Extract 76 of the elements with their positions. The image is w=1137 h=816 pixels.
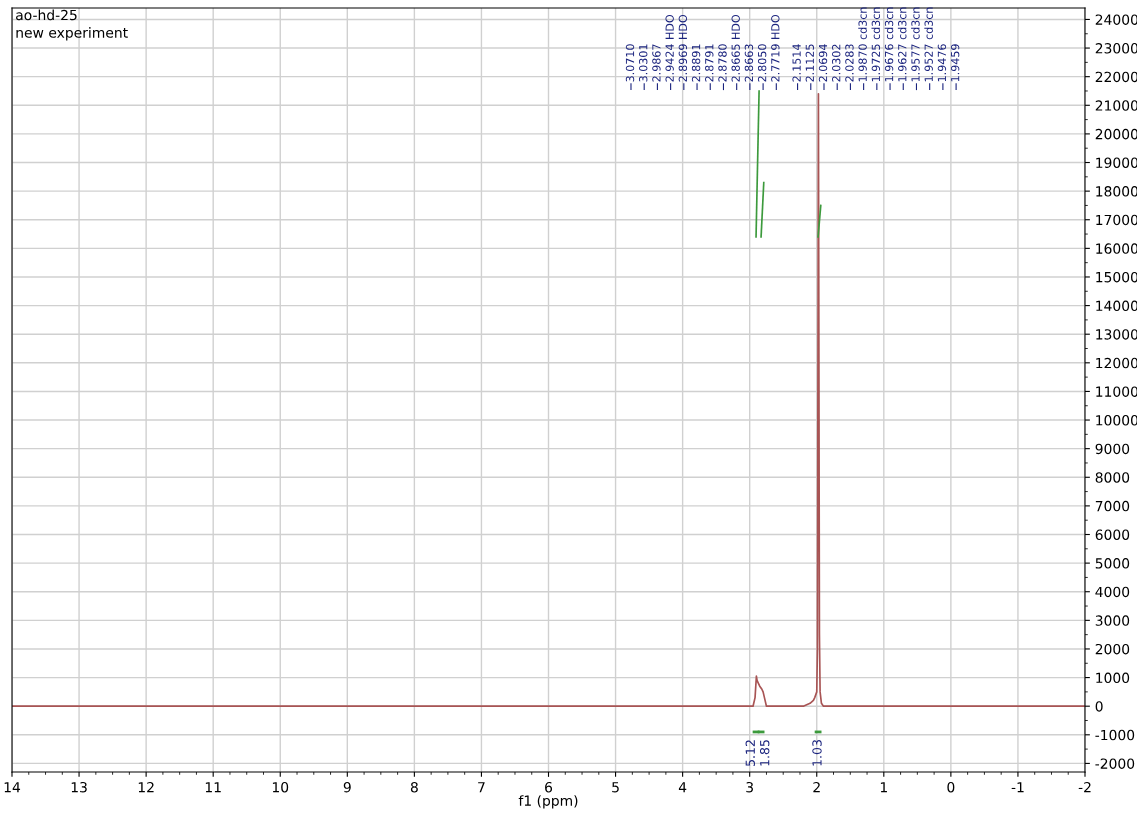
y-tick-label: 8000	[1095, 472, 1130, 483]
annotation: 1.9527 cd3cn	[924, 7, 933, 82]
y-tick-label: 15000	[1096, 271, 1137, 283]
y-tick-label: 3000	[1095, 615, 1130, 626]
annotation: 5.12	[745, 740, 755, 766]
annotation: 1.9725 cd3cn	[871, 7, 881, 82]
y-tick-label: 10000	[1096, 415, 1137, 426]
y-tick-label: 4000	[1095, 586, 1130, 598]
y-tick-label: 6000	[1095, 529, 1130, 540]
annotation: 2.9867	[652, 44, 661, 82]
annotation: 1.9676 cd3cn	[884, 7, 894, 82]
y-tick-label: 20000	[1095, 128, 1137, 140]
annotation: 2.8663	[744, 44, 754, 82]
y-tick-label: 13000	[1096, 329, 1137, 340]
x-axis-title: f1 (ppm)	[518, 795, 578, 809]
annotation: 1.03	[812, 740, 822, 766]
annotation: 3.0710	[625, 44, 635, 82]
x-tick-label: 12	[138, 781, 154, 793]
x-tick-label: 14	[4, 782, 21, 793]
y-tick-label: 22000	[1095, 71, 1137, 83]
annotation: 2.8665 HDO	[731, 14, 740, 82]
y-tick-label: 24000	[1095, 14, 1137, 25]
x-tick-label: 7	[478, 782, 485, 793]
annotation: 2.9424 HDO	[665, 14, 674, 82]
annotation: 2.0694	[818, 44, 828, 82]
y-tick-label: 11000	[1096, 386, 1137, 397]
y-tick-label: -1000	[1095, 729, 1135, 741]
x-tick-label: -1	[1011, 782, 1024, 793]
x-tick-label: 2	[813, 781, 820, 793]
annotation: 2.8050	[757, 44, 767, 82]
y-tick-label: -2000	[1095, 758, 1135, 769]
y-tick-label: 19000	[1096, 157, 1137, 168]
annotation: 1.9577 cd3cn	[911, 7, 920, 82]
x-tick-label: 11	[205, 782, 221, 793]
x-tick-label: 10	[272, 781, 289, 793]
x-tick-label: -2	[1078, 781, 1091, 793]
y-tick-label: 0	[1095, 701, 1103, 712]
y-tick-label: 9000	[1095, 443, 1130, 455]
chart-title: ao-hd-25	[16, 9, 77, 21]
y-tick-label: 5000	[1095, 558, 1130, 569]
x-tick-label: 1	[880, 782, 887, 793]
annotation: 1.9476	[937, 44, 947, 82]
annotation: 1.9459	[950, 44, 960, 82]
y-tick-label: 12000	[1096, 357, 1137, 369]
y-tick-label: 21000	[1095, 100, 1137, 111]
y-tick-label: 16000	[1096, 243, 1137, 254]
annotation: 3.0301	[639, 44, 648, 82]
annotation: 2.0302	[832, 44, 841, 82]
annotation: 2.1514	[792, 44, 801, 82]
annotation: 2.7719 HDO	[771, 14, 780, 82]
x-tick-label: 3	[746, 781, 753, 793]
annotation: 1.9627 cd3cn	[897, 7, 907, 82]
y-tick-label: 17000	[1096, 214, 1137, 226]
text: new experiment	[16, 27, 128, 41]
annotation: 1.85	[759, 740, 770, 766]
annotation: 2.1125	[805, 44, 815, 82]
annotation: 2.8969 HDO	[678, 14, 688, 82]
y-tick-label: 7000	[1095, 500, 1130, 512]
x-tick-label: 13	[71, 781, 87, 793]
annotation: 1.9870 cd3cn	[858, 7, 867, 82]
line-series	[12, 93, 1085, 708]
y-tick-label: 23000	[1095, 43, 1137, 54]
x-tick-label: 8	[410, 781, 418, 793]
y-tick-label: 2000	[1095, 643, 1130, 655]
y-tick-label: 18000	[1096, 186, 1137, 197]
annotation: 2.8791	[705, 44, 714, 82]
x-tick-label: 0	[947, 781, 955, 793]
x-tick-label: 6	[545, 781, 553, 793]
x-tick-label: 4	[678, 782, 687, 793]
x-tick-label: 9	[343, 781, 351, 793]
annotation: 2.8780	[718, 44, 727, 82]
annotation: 2.0283	[845, 44, 854, 82]
x-tick-label: 5	[612, 782, 619, 793]
y-tick-label: 14000	[1096, 300, 1137, 312]
annotation: 2.8891	[691, 44, 701, 82]
y-tick-label: 1000	[1096, 672, 1130, 684]
